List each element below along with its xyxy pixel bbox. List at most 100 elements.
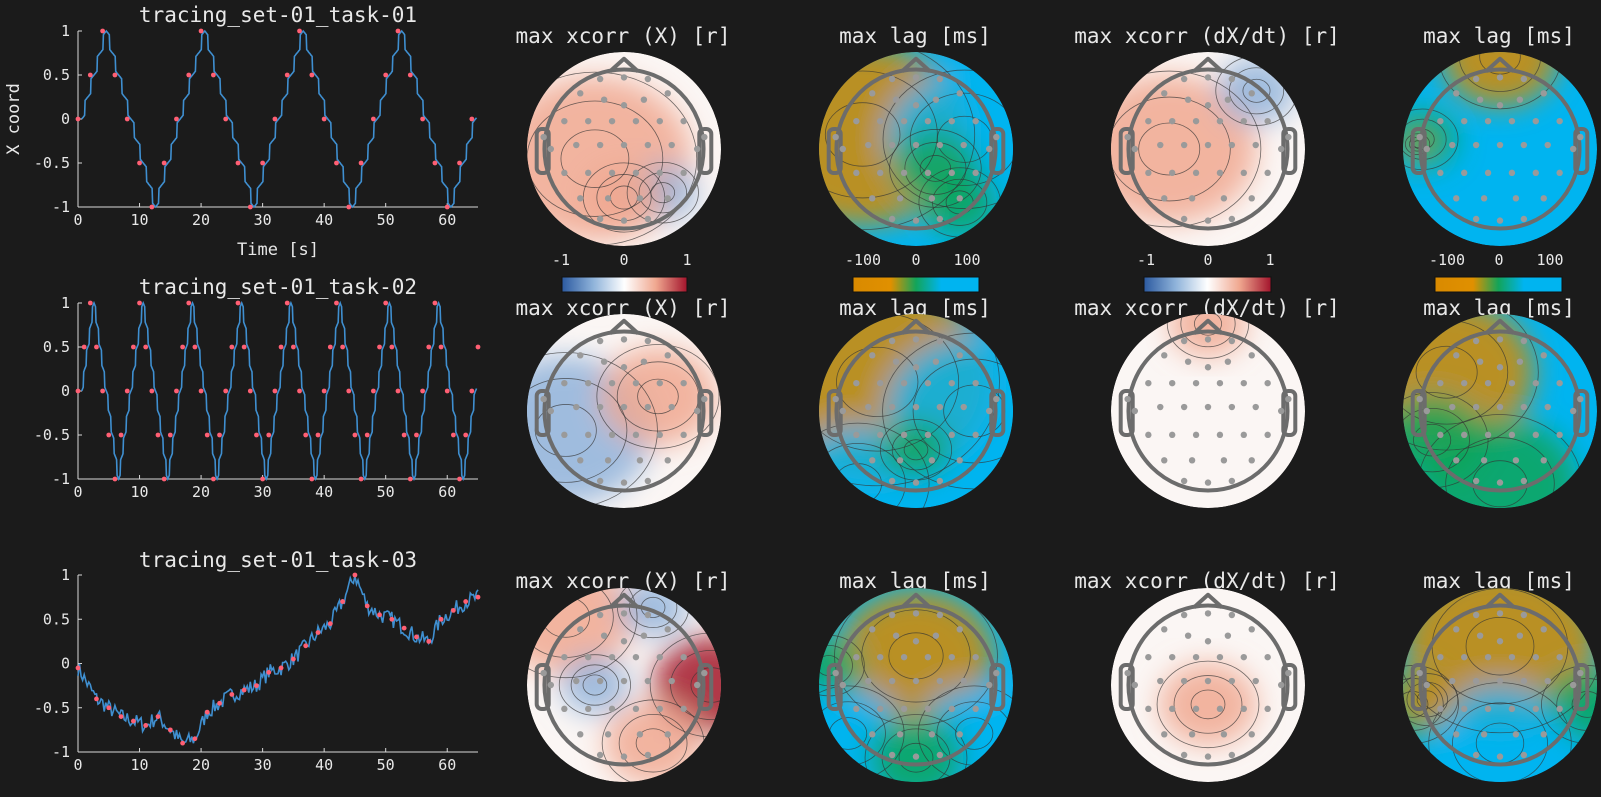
target-point	[444, 204, 450, 210]
contour-line	[819, 314, 1000, 487]
target-point	[186, 300, 192, 306]
electrode	[1416, 395, 1423, 403]
electrode	[644, 75, 652, 83]
electrode	[928, 195, 936, 202]
trace-line	[77, 575, 479, 744]
electrode	[1169, 169, 1176, 177]
target-point	[272, 116, 278, 122]
target-point	[241, 687, 247, 693]
electrode	[1496, 479, 1504, 486]
electrode	[1461, 379, 1468, 387]
x-tick-label: 10	[131, 483, 149, 501]
electrode	[596, 75, 604, 83]
electrode	[640, 96, 648, 103]
electrode	[1461, 117, 1468, 125]
electrode	[839, 407, 847, 415]
target-point	[340, 599, 346, 604]
electrode	[608, 705, 616, 713]
electrode	[1228, 75, 1236, 83]
nose-outline	[900, 318, 932, 335]
target-point	[377, 612, 382, 618]
target-point	[87, 300, 93, 306]
electrode	[585, 431, 592, 439]
contour-line	[1403, 588, 1597, 734]
nose-outline	[1484, 592, 1516, 609]
electrode	[877, 379, 884, 387]
x-tick-label: 30	[254, 483, 272, 501]
electrode	[888, 751, 896, 759]
contour-line	[932, 178, 988, 226]
electrode	[960, 677, 967, 685]
electrode	[1512, 195, 1520, 202]
electrode	[1204, 479, 1212, 486]
head-outline	[1418, 603, 1582, 767]
electrode	[1264, 431, 1271, 439]
electrode	[900, 169, 908, 177]
electrode	[1556, 169, 1563, 177]
y-tick-label: -0.5	[34, 426, 70, 444]
electrode	[1544, 141, 1551, 149]
contour-line	[819, 52, 976, 231]
electrode	[1216, 705, 1224, 713]
target-point	[303, 643, 309, 649]
electrode	[1556, 431, 1563, 439]
x-tick-label: 60	[438, 756, 456, 774]
contour-line	[1180, 314, 1236, 348]
contour-line	[955, 717, 994, 750]
contour-line	[889, 129, 982, 208]
electrode	[668, 141, 675, 149]
electrode	[936, 141, 944, 149]
colorbar-tick-label: 0	[911, 251, 920, 269]
electrode	[1472, 403, 1480, 411]
electrode	[664, 731, 671, 738]
electrode	[577, 352, 584, 359]
electrode	[1285, 133, 1292, 141]
electrode	[1204, 74, 1212, 81]
contour-line	[1228, 67, 1285, 115]
contour-line	[1445, 437, 1555, 508]
electrode	[1188, 457, 1196, 464]
electrode	[1145, 705, 1152, 713]
target-point	[377, 344, 382, 350]
electrode	[640, 632, 648, 639]
target-point	[149, 204, 155, 210]
target-point	[407, 72, 413, 78]
electrode	[1184, 632, 1192, 639]
target-point	[321, 116, 327, 122]
electrode	[1476, 358, 1484, 365]
electrode	[620, 610, 628, 617]
y-tick-label: -1	[52, 743, 70, 761]
topomap-field	[527, 314, 721, 508]
electrode	[620, 638, 628, 645]
electrode	[948, 705, 955, 713]
electrode	[693, 145, 701, 153]
target-point	[401, 432, 407, 438]
electrode	[853, 705, 860, 713]
electrode	[985, 681, 993, 689]
colorbar-tick-label: 1	[1265, 251, 1274, 269]
electrode	[596, 337, 604, 345]
electrode	[993, 395, 1000, 403]
target-point	[414, 634, 419, 640]
electrode	[701, 395, 708, 403]
contour-line	[527, 100, 664, 217]
electrode	[1228, 337, 1236, 345]
electrode	[573, 677, 580, 685]
electrode	[972, 379, 979, 387]
line-plot: -1-0.500.510 10 20 30 40 50 60	[34, 22, 478, 229]
electrode	[1540, 195, 1547, 202]
electrode	[644, 751, 652, 759]
topomap	[1111, 52, 1305, 246]
electrode	[1264, 117, 1271, 125]
contour-line	[1416, 690, 1438, 709]
electrode	[932, 632, 940, 639]
target-point	[235, 300, 241, 306]
electrode	[972, 117, 979, 125]
electrode	[1496, 753, 1504, 760]
electrode	[1145, 431, 1152, 439]
electrode	[832, 669, 839, 677]
topomap-field	[1403, 588, 1597, 782]
target-point	[309, 72, 315, 78]
electrode	[985, 407, 993, 415]
electrode	[680, 169, 687, 177]
